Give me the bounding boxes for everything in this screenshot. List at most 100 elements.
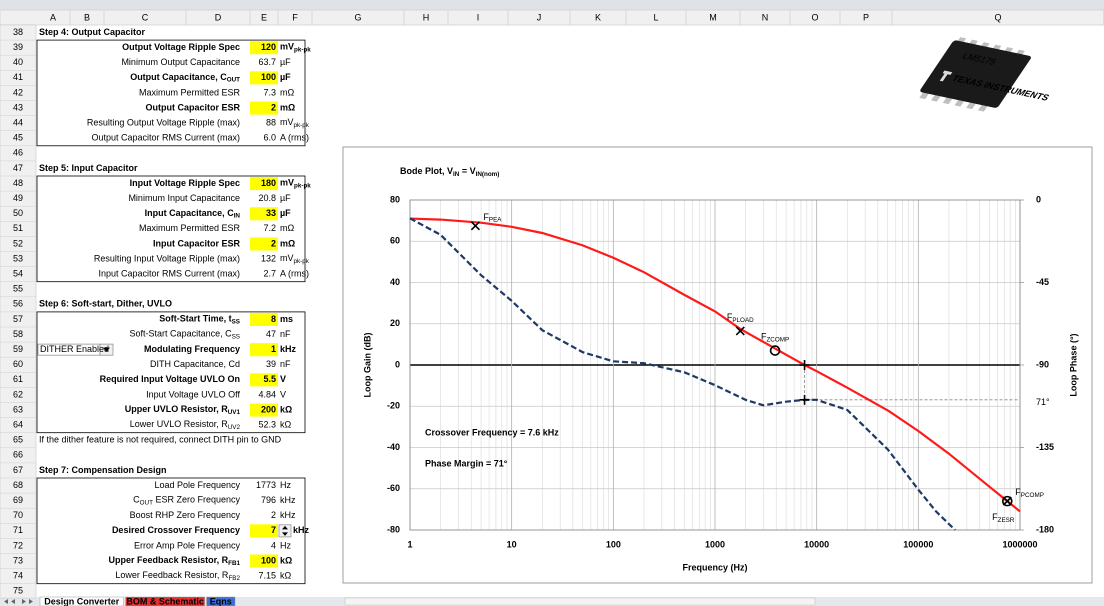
cell-value: 2 xyxy=(271,102,276,112)
cell-unit: kΩ xyxy=(280,404,292,414)
input-cell[interactable] xyxy=(250,312,278,326)
horizontal-scrollbar[interactable] xyxy=(344,597,816,606)
marker-circle xyxy=(769,345,781,356)
cell-label: Lower UVLO Resistor, RUV2 xyxy=(130,420,241,431)
cell-value: 1773 xyxy=(256,480,276,490)
marker xyxy=(470,221,480,231)
input-cell[interactable] xyxy=(250,237,278,251)
x-axis-label: Frequency (Hz) xyxy=(682,562,747,572)
y-tick-label: -60 xyxy=(387,483,400,493)
cell-value: 1 xyxy=(271,344,276,354)
crossover-annotation: Crossover Frequency = 7.6 kHz xyxy=(425,427,559,437)
cell-value: 7.2 xyxy=(263,223,276,233)
cell-label: Minimum Input Capacitance xyxy=(128,193,240,203)
cell-value: 8 xyxy=(271,314,276,324)
cell-value: 5.5 xyxy=(263,374,276,384)
subscript: OUT xyxy=(227,76,240,83)
series-line xyxy=(409,217,1021,513)
text-part: F xyxy=(1015,488,1021,498)
input-cell[interactable] xyxy=(250,71,278,85)
section-heading: Step 5: Input Capacitor xyxy=(39,163,138,173)
chip-pin xyxy=(966,102,976,110)
row-number: 53 xyxy=(13,253,23,263)
subscript: SS xyxy=(232,333,240,340)
cell-value: 2 xyxy=(271,510,276,520)
marker xyxy=(769,345,781,356)
text-part: Lower UVLO Resistor, R xyxy=(130,420,229,430)
text-part: mV xyxy=(280,42,294,52)
input-block-border xyxy=(36,311,306,434)
y-tick-label: 80 xyxy=(390,194,400,204)
x-tick-label: 1000000 xyxy=(1002,539,1037,549)
cell-label: DITH Capacitance, Cd xyxy=(150,359,240,369)
text-part: Lower Feedback Resistor, R xyxy=(115,571,229,581)
cell-value: 52.3 xyxy=(258,420,276,430)
input-cell[interactable] xyxy=(250,524,278,538)
input-block-border xyxy=(36,477,306,585)
column-header: B xyxy=(84,12,90,22)
cell-unit: mVpk-pk xyxy=(280,118,310,129)
cell-unit: kHz xyxy=(280,495,296,505)
cell-value: 39 xyxy=(266,359,276,369)
sheet-tab-label: Eqns xyxy=(210,596,232,606)
subscript: pk-pk xyxy=(294,258,310,265)
input-cell[interactable] xyxy=(250,41,278,55)
row-number: 65 xyxy=(13,435,23,445)
cell-value: 7.15 xyxy=(258,571,276,581)
input-cell[interactable] xyxy=(250,207,278,221)
cell-label: Load Pole Frequency xyxy=(154,480,240,490)
text-part: Upper Feedback Resistor, R xyxy=(109,555,229,565)
row-number: 69 xyxy=(13,495,23,505)
column-header: F xyxy=(292,12,298,22)
sheet-tab[interactable] xyxy=(39,596,124,606)
text-part: Input Capacitance, C xyxy=(145,208,235,218)
text-part: F xyxy=(727,312,733,322)
cell-unit: mVpk-pk xyxy=(280,42,311,53)
cell-value: 4 xyxy=(271,540,276,550)
toolbar-edge xyxy=(0,0,1104,10)
input-cell[interactable] xyxy=(250,177,278,191)
cell-unit: V xyxy=(280,389,286,399)
cell-unit: kΩ xyxy=(280,420,292,430)
marker xyxy=(1001,495,1013,507)
sheet-tab[interactable] xyxy=(206,596,236,606)
text-part: F xyxy=(483,212,489,222)
row-number: 48 xyxy=(13,178,23,188)
cell-value: 100 xyxy=(261,555,276,565)
column-header: I xyxy=(477,12,480,22)
column-header: C xyxy=(142,12,149,22)
subscript: pk-pk xyxy=(294,182,311,189)
row-number: 46 xyxy=(13,148,23,158)
input-cell[interactable] xyxy=(250,343,278,357)
row-number: 45 xyxy=(13,133,23,143)
input-cell[interactable] xyxy=(250,101,278,115)
cell-unit: Hz xyxy=(280,480,291,490)
cell-label: Maximum Permitted ESR xyxy=(139,87,241,97)
subscript: OUT xyxy=(140,499,153,506)
cell-value: 100 xyxy=(261,72,276,82)
cell-label: Output Capacitor RMS Current (max) xyxy=(91,133,240,143)
input-cell[interactable] xyxy=(250,554,278,568)
cell-label: Error Amp Pole Frequency xyxy=(134,540,241,550)
dropdown-value: DITHER Enabled xyxy=(40,344,109,354)
column-header-bar xyxy=(0,9,1104,26)
input-cell[interactable] xyxy=(250,403,278,417)
phase-margin-label: 71° xyxy=(1036,397,1050,407)
text-part: C xyxy=(133,495,140,505)
sheet-tab[interactable] xyxy=(125,596,205,606)
chart-title: Bode Plot, VIN = VIN(nom) xyxy=(400,166,499,177)
cell-label: Upper Feedback Resistor, RFB1 xyxy=(109,555,241,566)
marker xyxy=(735,326,745,336)
chip-pin xyxy=(919,92,929,100)
row-number: 64 xyxy=(13,420,23,430)
text-part: mV xyxy=(280,178,294,188)
spinner[interactable] xyxy=(278,524,292,538)
cell-unit: µF xyxy=(280,57,291,67)
cell-value: 47 xyxy=(266,329,276,339)
cell-value: 4.84 xyxy=(258,389,276,399)
input-cell[interactable] xyxy=(250,373,278,387)
cell-unit: kΩ xyxy=(280,555,292,565)
x-tick-label: 100000 xyxy=(903,539,933,549)
subscript: ZESR xyxy=(998,517,1015,524)
cell-label: Resulting Input Voltage Ripple (max) xyxy=(94,253,240,263)
